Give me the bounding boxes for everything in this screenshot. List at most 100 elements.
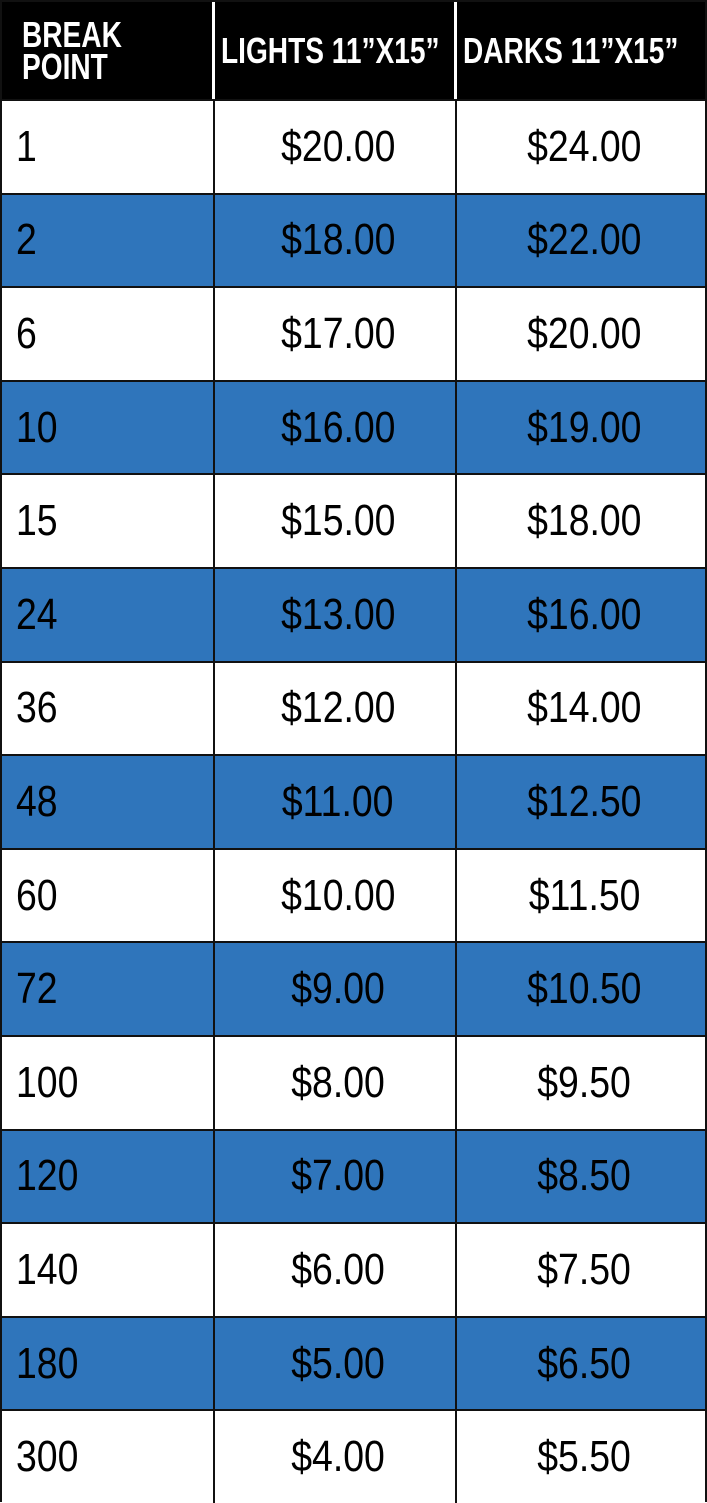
- cell-lights-value: $7.00: [291, 1151, 385, 1201]
- table-row: 24 $13.00 $16.00: [2, 566, 705, 661]
- cell-break-value: 140: [16, 1244, 79, 1294]
- cell-lights: $12.00: [215, 662, 458, 755]
- table-row: 1 $20.00 $24.00: [2, 99, 705, 193]
- cell-darks: $18.00: [457, 475, 705, 567]
- table-row: 100 $8.00 $9.50: [2, 1034, 705, 1129]
- cell-break: 100: [2, 1036, 215, 1129]
- cell-lights: $16.00: [215, 381, 458, 474]
- cell-break-value: 10: [16, 402, 58, 452]
- table-row: 60 $10.00 $11.50: [2, 847, 705, 942]
- cell-lights: $8.00: [215, 1036, 458, 1129]
- cell-lights: $17.00: [215, 288, 458, 380]
- table-body: 1 $20.00 $24.00 2 $18.00 $22.00 6 $17.00 $20.00 1…: [2, 99, 705, 1503]
- cell-lights-value: $17.00: [280, 308, 396, 358]
- table-row: 15 $15.00 $18.00: [2, 473, 705, 567]
- table-row: 72 $9.00 $10.50: [2, 941, 705, 1035]
- cell-lights: $7.00: [215, 1130, 458, 1223]
- cell-break-value: 120: [16, 1151, 79, 1201]
- cell-darks: $8.50: [457, 1131, 705, 1223]
- cell-break-value: 24: [16, 589, 58, 639]
- cell-break-value: 15: [16, 496, 58, 546]
- cell-darks-value: $10.50: [526, 964, 642, 1014]
- cell-lights: $18.00: [215, 194, 458, 287]
- cell-darks-value: $22.00: [526, 215, 642, 265]
- cell-break: 72: [2, 943, 215, 1035]
- cell-lights-value: $15.00: [280, 496, 396, 546]
- cell-darks-value: $5.50: [537, 1432, 631, 1482]
- cell-darks-value: $11.50: [528, 870, 640, 920]
- cell-break-value: 2: [16, 215, 37, 265]
- cell-break-value: 6: [16, 308, 37, 358]
- cell-darks: $14.00: [457, 663, 705, 755]
- cell-lights-value: $9.00: [291, 964, 385, 1014]
- cell-darks: $6.50: [457, 1318, 705, 1410]
- table-row: 180 $5.00 $6.50: [2, 1315, 705, 1410]
- cell-break: 1: [2, 101, 215, 193]
- cell-darks: $24.00: [457, 101, 705, 193]
- cell-lights: $20.00: [215, 101, 458, 193]
- header-break-line1: BREAK: [22, 13, 122, 55]
- cell-darks-value: $9.50: [537, 1057, 631, 1107]
- cell-lights-value: $16.00: [280, 402, 396, 452]
- cell-lights-value: $8.00: [291, 1057, 385, 1107]
- header-lights-label: LIGHTS 11”X15”: [220, 29, 440, 71]
- cell-lights: $9.00: [215, 943, 458, 1035]
- cell-break-value: 300: [16, 1432, 79, 1482]
- cell-darks: $11.50: [457, 850, 705, 942]
- cell-darks: $22.00: [457, 195, 705, 287]
- cell-lights-value: $5.00: [291, 1338, 385, 1388]
- table-row: 6 $17.00 $20.00: [2, 286, 705, 380]
- cell-lights: $10.00: [215, 849, 458, 942]
- cell-darks: $16.00: [457, 569, 705, 661]
- header-break-point: BREAK POINT: [2, 2, 215, 99]
- cell-darks-value: $14.00: [526, 683, 642, 733]
- cell-break: 60: [2, 849, 215, 942]
- cell-lights-value: $13.00: [280, 589, 396, 639]
- cell-darks-value: $24.00: [526, 121, 642, 171]
- cell-break-value: 36: [16, 683, 58, 733]
- table-header: BREAK POINT LIGHTS 11”X15” DARKS 11”X15”: [2, 2, 705, 99]
- cell-break: 24: [2, 568, 215, 661]
- cell-lights: $6.00: [215, 1224, 458, 1316]
- cell-darks: $19.00: [457, 382, 705, 474]
- cell-break-value: 100: [16, 1057, 79, 1107]
- cell-lights: $4.00: [215, 1411, 458, 1503]
- header-lights: LIGHTS 11”X15”: [215, 2, 458, 99]
- table-row: 2 $18.00 $22.00: [2, 192, 705, 287]
- cell-darks-value: $6.50: [537, 1338, 631, 1388]
- cell-break: 6: [2, 288, 215, 380]
- header-break-line2: POINT: [22, 45, 108, 87]
- cell-darks-value: $16.00: [526, 589, 642, 639]
- header-darks-label: DARKS 11”X15”: [463, 29, 679, 71]
- table-row: 36 $12.00 $14.00: [2, 660, 705, 755]
- cell-lights-value: $12.00: [280, 683, 396, 733]
- cell-darks: $10.50: [457, 943, 705, 1035]
- cell-break-value: 72: [16, 964, 58, 1014]
- cell-lights-value: $18.00: [280, 215, 396, 265]
- cell-lights: $5.00: [215, 1317, 458, 1410]
- cell-break: 140: [2, 1224, 215, 1316]
- cell-darks: $20.00: [457, 288, 705, 380]
- cell-lights: $15.00: [215, 475, 458, 567]
- header-darks: DARKS 11”X15”: [457, 2, 705, 99]
- cell-break: 15: [2, 475, 215, 567]
- cell-lights-value: $11.00: [282, 776, 394, 826]
- cell-break: 2: [2, 194, 215, 287]
- cell-darks: $7.50: [457, 1224, 705, 1316]
- cell-break: 48: [2, 756, 215, 848]
- cell-break: 10: [2, 381, 215, 474]
- cell-break-value: 1: [16, 121, 37, 171]
- table-row: 10 $16.00 $19.00: [2, 379, 705, 474]
- cell-darks-value: $7.50: [537, 1244, 631, 1294]
- cell-lights: $11.00: [215, 756, 458, 848]
- cell-break: 36: [2, 662, 215, 755]
- table-row: 120 $7.00 $8.50: [2, 1128, 705, 1223]
- cell-darks-value: $8.50: [537, 1151, 631, 1201]
- cell-break-value: 48: [16, 776, 58, 826]
- cell-darks-value: $19.00: [526, 402, 642, 452]
- cell-break-value: 60: [16, 870, 58, 920]
- table-row: 140 $6.00 $7.50: [2, 1222, 705, 1316]
- cell-break: 300: [2, 1411, 215, 1503]
- cell-darks-value: $18.00: [526, 496, 642, 546]
